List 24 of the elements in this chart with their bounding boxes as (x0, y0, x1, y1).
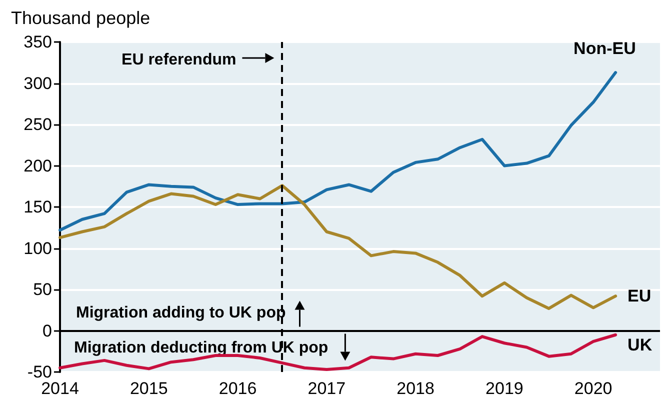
x-tick-label: 2019 (486, 379, 524, 398)
y-tick-label: 50 (33, 280, 52, 299)
y-tick-label: 100 (24, 238, 52, 258)
series-label: EU (628, 286, 652, 306)
line-series (58, 333, 618, 372)
ref-line-label: EU referendum (122, 52, 236, 68)
y-tick-label: -50 (27, 362, 52, 382)
y-tick-label: 300 (24, 74, 52, 93)
x-tick-label: 2017 (308, 379, 346, 398)
x-tick-label: 2018 (396, 379, 434, 398)
annotation: Migration adding to UK pop (76, 304, 286, 322)
y-tick-label: 350 (24, 32, 52, 52)
series-label: Non-EU (574, 39, 636, 58)
series-label: UK (628, 335, 653, 354)
x-tick-label: 2014 (41, 379, 79, 398)
x-tick-label: 2016 (218, 379, 257, 398)
y-tick-label: 250 (24, 115, 52, 134)
x-tick-label: 2020 (574, 379, 612, 398)
x-tick-label: 2015 (130, 379, 168, 398)
y-axis-title: Thousand people (11, 8, 150, 28)
y-tick-label: 0 (42, 321, 52, 340)
line-series (58, 71, 618, 232)
y-tick-label: 150 (24, 198, 52, 216)
y-tick-label: 200 (24, 156, 52, 176)
